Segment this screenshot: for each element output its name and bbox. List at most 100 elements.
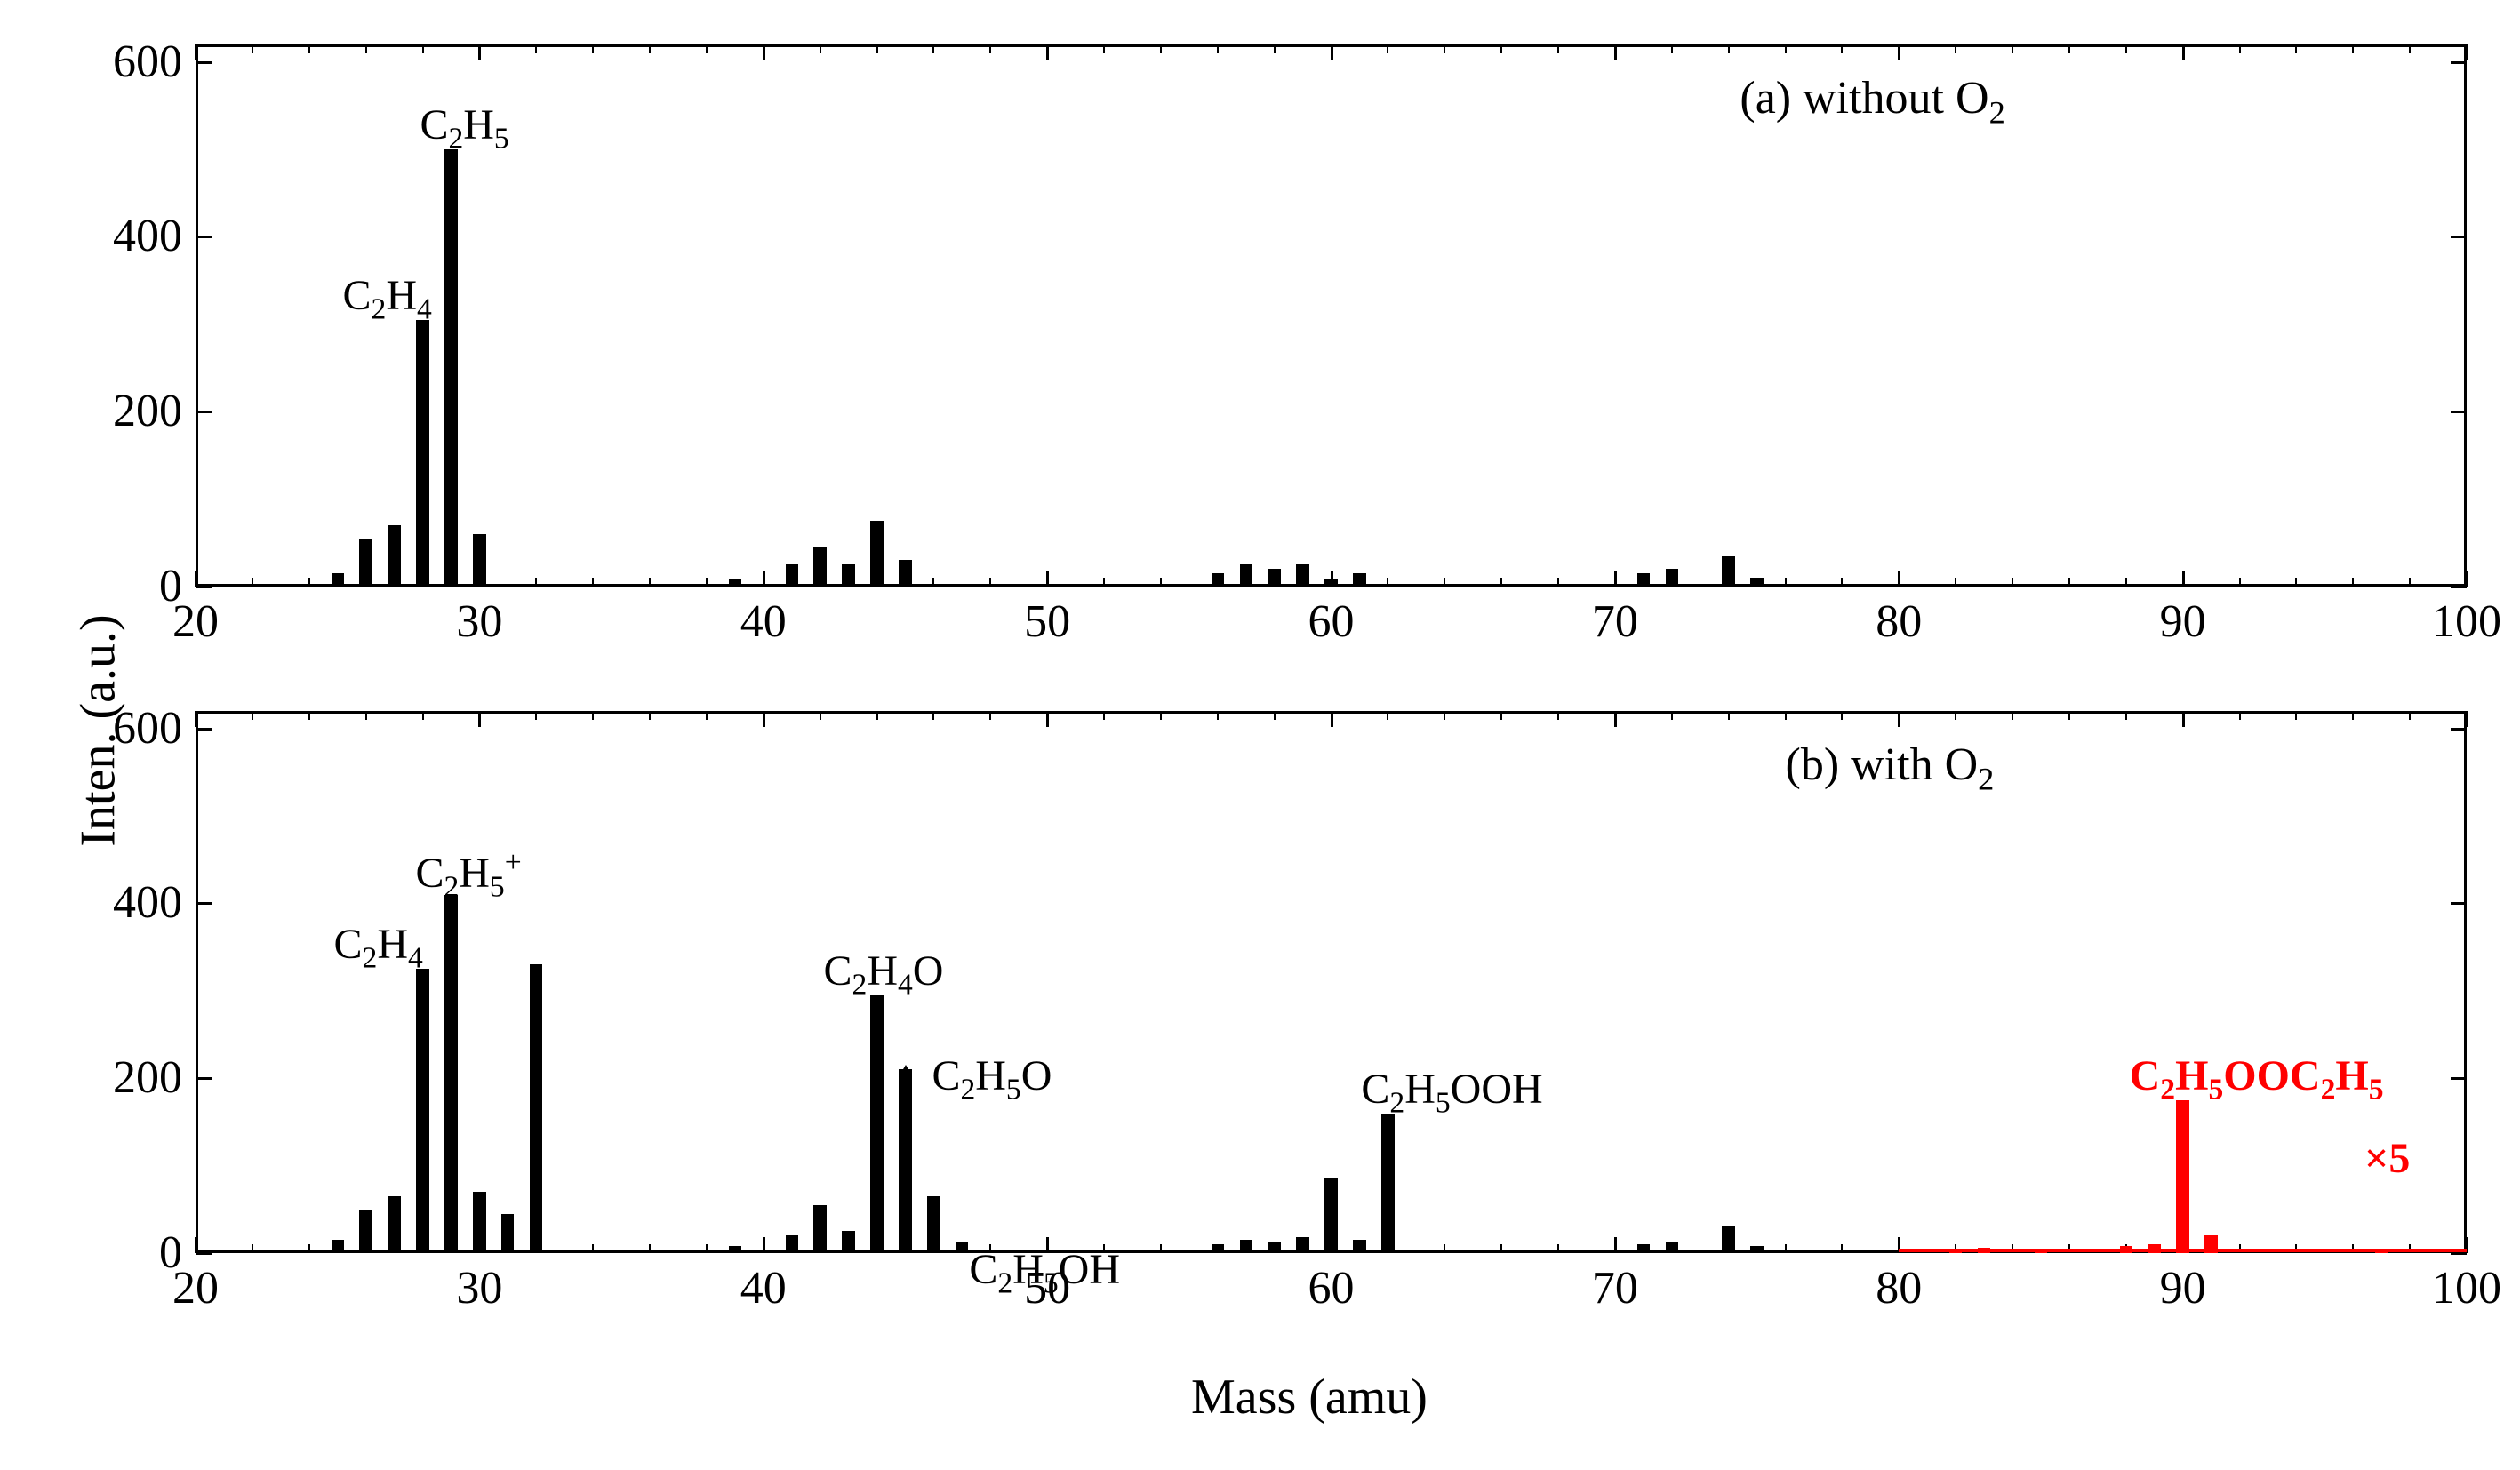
x-minor-tick <box>649 1244 651 1253</box>
y-tick-label: 200 <box>76 385 182 437</box>
x-minor-tick <box>2125 44 2127 53</box>
x-minor-tick <box>1217 711 1219 720</box>
spectrum-peak <box>416 969 428 1253</box>
x-minor-tick <box>932 578 934 587</box>
x-tick <box>2466 711 2468 727</box>
x-minor-tick <box>820 711 821 720</box>
x-minor-tick <box>1955 578 1956 587</box>
panel-title: (b) with O2 <box>1786 739 1995 797</box>
x-minor-tick <box>649 711 651 720</box>
x-minor-tick <box>1500 711 1502 720</box>
x-axis-label: Mass (amu) <box>1191 1369 1428 1426</box>
x-minor-tick <box>1387 578 1388 587</box>
spectrum-peak <box>1353 1240 1365 1253</box>
x-minor-tick <box>2352 711 2354 720</box>
x-minor-tick <box>2012 578 2013 587</box>
x-minor-tick <box>1785 711 1787 720</box>
x-minor-tick <box>2012 711 2013 720</box>
x-tick-label: 100 <box>2422 1262 2511 1314</box>
x-minor-tick <box>422 711 424 720</box>
x-minor-tick <box>252 711 253 720</box>
y-tick <box>2451 61 2467 64</box>
x-minor-tick <box>2239 578 2241 587</box>
x-minor-tick <box>592 44 594 53</box>
x-minor-tick <box>592 578 594 587</box>
x-minor-tick <box>1785 578 1787 587</box>
spectrum-peak <box>388 1196 400 1253</box>
x-minor-tick <box>2295 711 2297 720</box>
x-tick <box>195 711 197 727</box>
x-minor-tick <box>2125 578 2127 587</box>
x-minor-tick <box>1557 1244 1559 1253</box>
x-tick-label: 100 <box>2422 595 2511 648</box>
x-tick-label: 30 <box>435 1262 524 1314</box>
x-minor-tick <box>1500 1244 1502 1253</box>
x-tick <box>1898 571 1900 587</box>
spectrum-peak <box>1637 573 1650 587</box>
peak-label: C2H4 <box>334 920 423 976</box>
y-tick <box>2451 1252 2467 1255</box>
x-minor-tick <box>535 44 537 53</box>
x-minor-tick <box>989 44 991 53</box>
x-minor-tick <box>1557 711 1559 720</box>
x-minor-tick <box>308 44 310 53</box>
x-minor-tick <box>706 44 708 53</box>
spectrum-peak <box>927 1196 940 1253</box>
spectrum-peak <box>1637 1244 1650 1253</box>
x-minor-tick <box>2068 578 2070 587</box>
x-minor-tick <box>1387 44 1388 53</box>
peak-label: C2H5OH <box>969 1245 1120 1301</box>
x-minor-tick <box>2125 711 2127 720</box>
x-minor-tick <box>932 711 934 720</box>
x-minor-tick <box>365 711 367 720</box>
x-minor-tick <box>365 44 367 53</box>
x-minor-tick <box>932 44 934 53</box>
x-tick-label: 90 <box>2139 1262 2228 1314</box>
x-minor-tick <box>1728 44 1730 53</box>
spectrum-peak <box>530 964 542 1253</box>
x-minor-tick <box>308 1244 310 1253</box>
x-minor-tick <box>1444 578 1445 587</box>
spectrum-peak <box>786 564 798 587</box>
x-minor-tick <box>2239 711 2241 720</box>
x-tick-label: 20 <box>151 595 240 648</box>
x-tick <box>478 44 481 60</box>
axis-frame <box>196 44 198 587</box>
x-minor-tick <box>706 1244 708 1253</box>
x-minor-tick <box>1387 711 1388 720</box>
x-minor-tick <box>2012 44 2013 53</box>
spectrum-peak <box>870 521 883 587</box>
x-tick <box>1331 44 1333 60</box>
x-tick-label: 40 <box>719 1262 808 1314</box>
label-arrow <box>905 1074 907 1127</box>
x-minor-tick <box>1444 44 1445 53</box>
x-tick-label: 40 <box>719 595 808 648</box>
axis-frame <box>2464 44 2467 587</box>
x-minor-tick <box>876 44 878 53</box>
x-minor-tick <box>592 711 594 720</box>
spectrum-peak <box>1750 1246 1763 1253</box>
x-minor-tick <box>1785 1244 1787 1253</box>
x-minor-tick <box>1160 711 1162 720</box>
y-tick <box>196 1077 212 1080</box>
peak-label: C2H5 <box>420 100 508 156</box>
y-tick <box>196 236 212 238</box>
x-minor-tick <box>1557 578 1559 587</box>
x-minor-tick <box>252 1244 253 1253</box>
x-tick <box>195 44 197 60</box>
x-minor-tick <box>1841 1244 1843 1253</box>
x-tick-label: 20 <box>151 1262 240 1314</box>
x-minor-tick <box>535 578 537 587</box>
x-tick-label: 30 <box>435 595 524 648</box>
x-minor-tick <box>1274 44 1276 53</box>
x-tick <box>1614 44 1617 60</box>
spectrum-peak <box>1722 1226 1734 1253</box>
x-tick <box>2466 44 2468 60</box>
x-minor-tick <box>252 578 253 587</box>
spectrum-peak <box>1324 579 1337 587</box>
x-tick <box>763 571 765 587</box>
spectrum-peak <box>2035 1249 2047 1253</box>
axis-frame <box>196 711 198 1253</box>
x-minor-tick <box>820 44 821 53</box>
x-minor-tick <box>1671 711 1673 720</box>
